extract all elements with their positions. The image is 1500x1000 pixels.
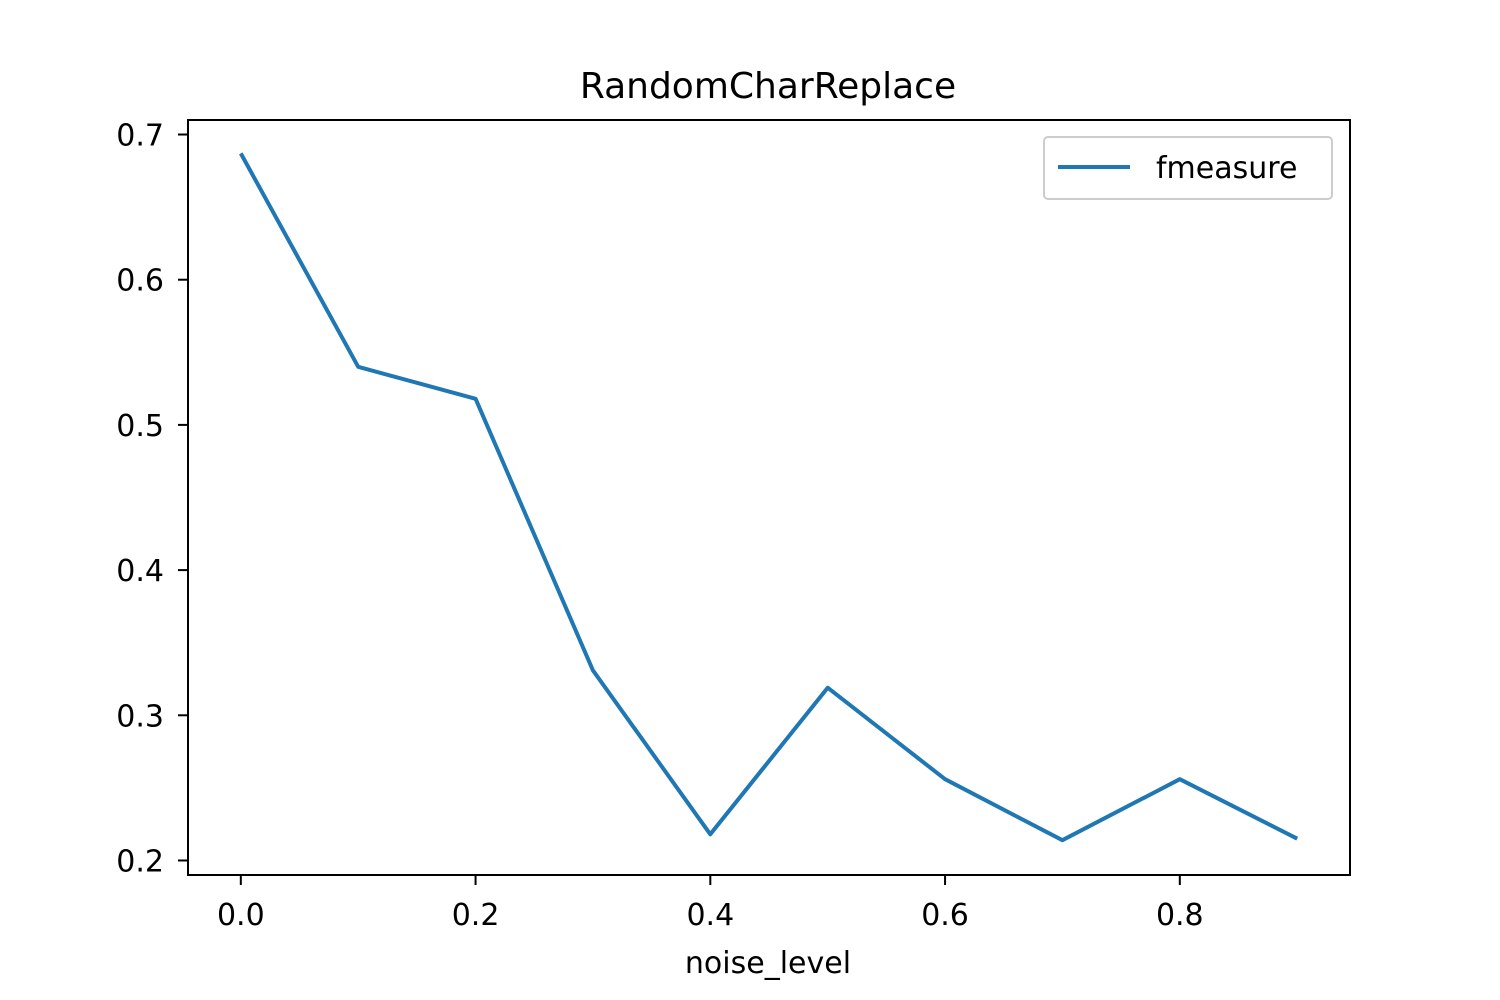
x-axis: 0.0 0.2 0.4 0.6 0.8	[217, 875, 1204, 933]
legend: fmeasure	[1043, 136, 1333, 200]
series-layer	[239, 152, 1299, 843]
legend-label-fmeasure: fmeasure	[1156, 151, 1297, 186]
y-tick-label: 0.6	[116, 264, 164, 299]
x-tick-label: 0.4	[686, 898, 734, 933]
x-axis-label: noise_level	[685, 946, 851, 981]
x-tick-label: 0.6	[921, 898, 969, 933]
y-tick-label: 0.2	[116, 844, 164, 879]
series-line-fmeasure	[239, 152, 1299, 843]
y-tick-label: 0.7	[116, 119, 164, 154]
y-axis: 0.2 0.3 0.4 0.5 0.6 0.7	[116, 119, 188, 879]
y-tick-label: 0.3	[116, 699, 164, 734]
x-tick-label: 0.0	[217, 898, 265, 933]
legend-box	[1043, 136, 1333, 200]
x-tick-label: 0.8	[1156, 898, 1204, 933]
x-tick-label: 0.2	[452, 898, 500, 933]
plot-frame	[187, 119, 1351, 876]
y-tick-label: 0.4	[116, 554, 164, 589]
chart-title: RandomCharReplace	[580, 66, 956, 107]
y-tick-label: 0.5	[116, 409, 164, 444]
